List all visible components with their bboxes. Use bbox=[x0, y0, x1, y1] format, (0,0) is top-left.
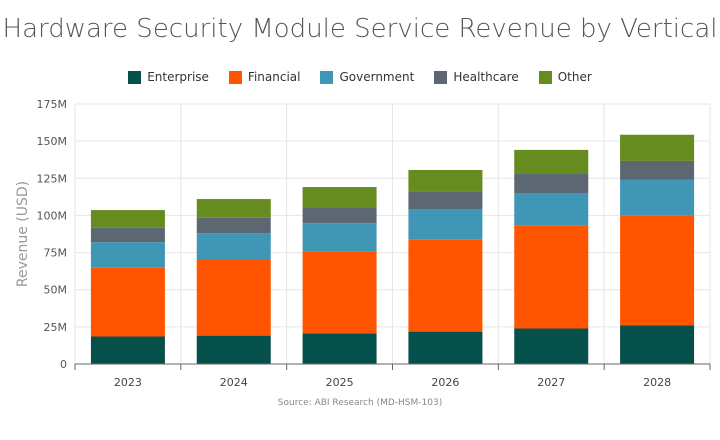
legend-item-healthcare[interactable]: Healthcare bbox=[434, 70, 519, 84]
bar-healthcare-2024[interactable] bbox=[196, 217, 271, 234]
bar-other-2028[interactable] bbox=[620, 134, 695, 161]
y-tick-label: 175M bbox=[37, 98, 68, 111]
bar-healthcare-2028[interactable] bbox=[620, 160, 695, 180]
bar-enterprise-2028[interactable] bbox=[620, 325, 695, 364]
legend-swatch bbox=[320, 70, 334, 84]
bar-government-2027[interactable] bbox=[514, 192, 589, 226]
y-axis-label: Revenue (USD) bbox=[15, 181, 31, 287]
x-tick-label: 2028 bbox=[643, 376, 671, 389]
bar-enterprise-2023[interactable] bbox=[90, 336, 165, 364]
bar-financial-2024[interactable] bbox=[196, 260, 271, 336]
x-tick-label: 2025 bbox=[326, 376, 354, 389]
bar-other-2026[interactable] bbox=[408, 169, 483, 192]
bar-other-2024[interactable] bbox=[196, 199, 271, 218]
legend-swatch bbox=[228, 70, 242, 84]
legend-swatch bbox=[128, 70, 142, 84]
legend-label: Healthcare bbox=[453, 70, 519, 84]
y-tick-label: 0 bbox=[60, 358, 67, 371]
bar-government-2026[interactable] bbox=[408, 209, 483, 240]
bar-enterprise-2026[interactable] bbox=[408, 331, 483, 364]
legend-label: Government bbox=[339, 70, 415, 84]
source-note: Source: ABI Research (MD-HSM-103) bbox=[277, 398, 443, 408]
bar-government-2023[interactable] bbox=[90, 242, 165, 268]
bar-government-2025[interactable] bbox=[302, 223, 377, 252]
bar-government-2024[interactable] bbox=[196, 233, 271, 260]
bar-financial-2027[interactable] bbox=[514, 225, 589, 329]
bar-healthcare-2027[interactable] bbox=[514, 173, 589, 193]
legend-item-enterprise[interactable]: Enterprise bbox=[128, 70, 209, 84]
legend-swatch bbox=[538, 70, 552, 84]
bar-enterprise-2027[interactable] bbox=[514, 328, 589, 364]
bar-healthcare-2026[interactable] bbox=[408, 191, 483, 210]
legend-label: Enterprise bbox=[147, 70, 209, 84]
bar-government-2028[interactable] bbox=[620, 179, 695, 216]
bar-healthcare-2023[interactable] bbox=[90, 227, 165, 243]
bar-financial-2023[interactable] bbox=[90, 267, 165, 337]
bar-other-2023[interactable] bbox=[90, 210, 165, 228]
legend-item-government[interactable]: Government bbox=[320, 70, 414, 84]
chart-title: Hardware Security Module Service Revenue… bbox=[2, 14, 718, 44]
bar-enterprise-2024[interactable] bbox=[196, 335, 271, 364]
x-tick-label: 2026 bbox=[431, 376, 459, 389]
legend-item-financial[interactable]: Financial bbox=[228, 70, 301, 84]
y-tick-label: 100M bbox=[37, 209, 68, 222]
bar-other-2025[interactable] bbox=[302, 187, 377, 208]
y-tick-label: 150M bbox=[37, 135, 68, 148]
bar-enterprise-2025[interactable] bbox=[302, 333, 377, 364]
bar-financial-2028[interactable] bbox=[620, 215, 695, 326]
bar-financial-2026[interactable] bbox=[408, 239, 483, 332]
x-tick-label: 2023 bbox=[114, 376, 142, 389]
legend-label: Other bbox=[557, 70, 592, 84]
y-tick-label: 50M bbox=[44, 284, 68, 297]
x-tick-label: 2027 bbox=[537, 376, 565, 389]
bar-financial-2025[interactable] bbox=[302, 251, 377, 334]
y-tick-label: 25M bbox=[44, 321, 68, 334]
y-tick-label: 125M bbox=[37, 172, 68, 185]
y-tick-label: 75M bbox=[44, 247, 68, 260]
legend-label: Financial bbox=[247, 70, 301, 84]
bar-healthcare-2025[interactable] bbox=[302, 207, 377, 224]
bar-other-2027[interactable] bbox=[514, 149, 589, 174]
legend-swatch bbox=[434, 70, 448, 84]
x-tick-label: 2024 bbox=[220, 376, 248, 389]
legend: Enterprise Financial Government Healthcare O… bbox=[0, 70, 720, 84]
legend-item-other[interactable]: Other bbox=[538, 70, 592, 84]
